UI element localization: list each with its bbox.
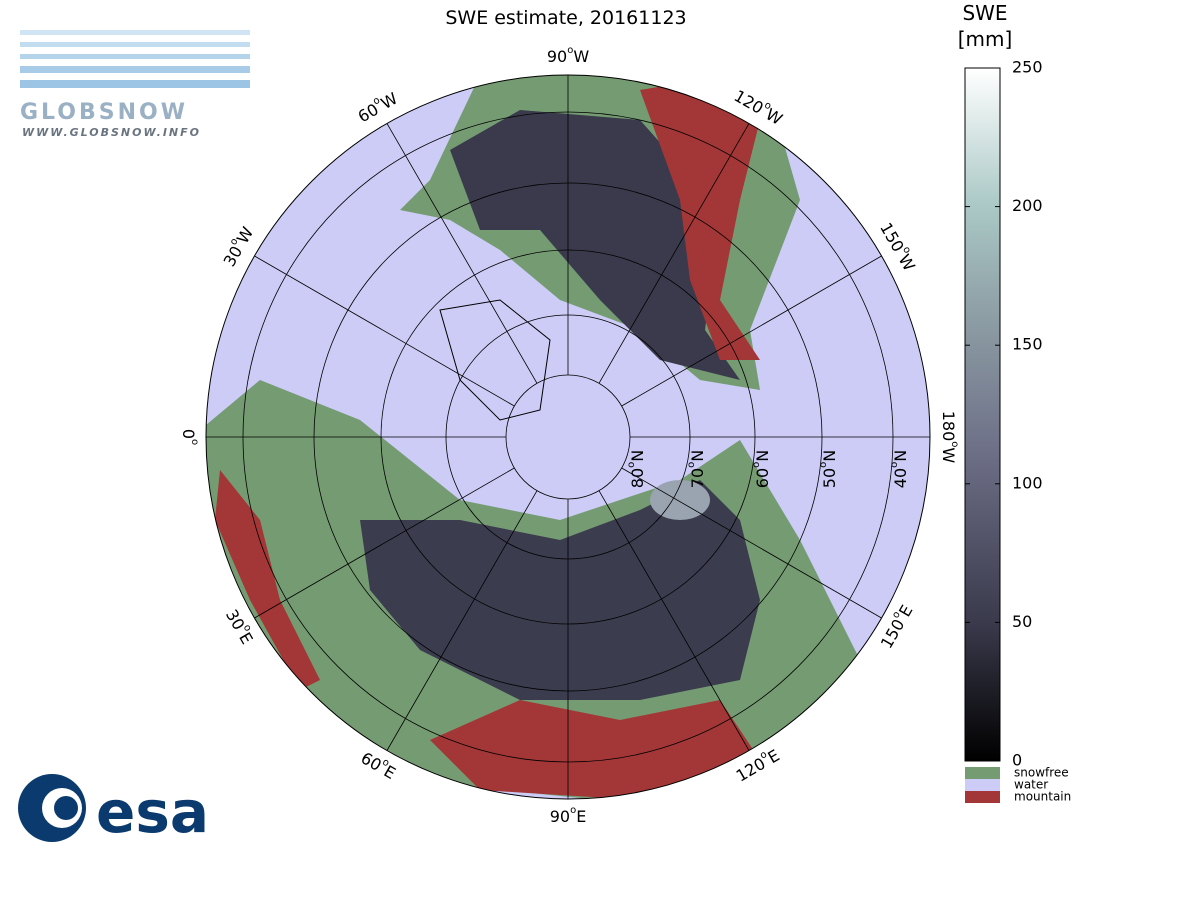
meridian-line — [598, 123, 750, 384]
colorbar — [964, 67, 1001, 762]
parallel-label-number: 50 — [820, 468, 839, 488]
colorbar-tick-label: 250 — [1012, 58, 1043, 77]
meridian-label-degree: o — [570, 805, 576, 816]
meridian-label-number: 90 — [550, 807, 570, 826]
colorbar-tick-label: 150 — [1012, 335, 1043, 354]
meridian-label: 90oW — [547, 45, 589, 66]
map-title: SWE estimate, 20161123 — [445, 7, 686, 29]
legend-label: water — [1014, 778, 1048, 792]
globsnow-text: GLOBSNOW — [20, 100, 188, 125]
parallel-label-number: 80 — [628, 468, 647, 488]
meridian-label-number: 180 — [940, 411, 959, 442]
map-disk — [206, 75, 930, 799]
colorbar-tick-label: 200 — [1012, 196, 1043, 215]
legend-label: snowfree — [1014, 766, 1069, 780]
parallel-label: 80oN — [626, 450, 647, 488]
globsnow-url: WWW.GLOBSNOW.INFO — [22, 126, 201, 139]
meridian-line — [621, 255, 882, 407]
meridian-label: 90oE — [550, 805, 587, 826]
parallel-label-hemisphere: N — [753, 450, 772, 462]
meridian-label: 180oW — [940, 411, 961, 464]
legend-swatch — [965, 791, 1000, 803]
meridian-line — [254, 255, 515, 407]
parallel-label-degree: o — [751, 462, 762, 468]
legend-swatch — [965, 767, 1000, 779]
meridian-label-hemisphere: E — [576, 807, 586, 826]
meridian-line — [386, 123, 538, 384]
legend-swatch — [965, 779, 1000, 791]
meridian-label-degree: o — [762, 100, 773, 113]
meridian-label-degree: o — [758, 749, 769, 762]
parallel-label-degree: o — [626, 462, 637, 468]
parallel-label-hemisphere: N — [628, 450, 647, 462]
meridian-label-hemisphere: W — [377, 88, 400, 112]
meridian-label-degree: o — [371, 95, 382, 108]
meridian-label-number: 150 — [876, 616, 908, 652]
meridian-label-number: 90 — [547, 47, 567, 66]
meridian-line — [254, 467, 515, 619]
parallel-label-number: 40 — [891, 468, 910, 488]
meridian-label-number: 60 — [358, 748, 385, 775]
meridian-label-hemisphere: E — [236, 629, 258, 647]
colorbar-tick-label: 50 — [1012, 612, 1032, 631]
parallel-label-number: 60 — [753, 468, 772, 488]
parallel-label-hemisphere: N — [891, 450, 910, 462]
meridian-label-number: 30 — [219, 242, 246, 269]
parallel-label: 50oN — [818, 450, 839, 488]
meridian-label-hemisphere: E — [764, 745, 782, 767]
parallel-label-degree: o — [686, 462, 697, 468]
meridian-line — [598, 490, 750, 751]
meridian-label-degree: o — [189, 439, 200, 445]
parallel-label-degree: o — [889, 462, 900, 468]
parallel-label: 70oN — [686, 450, 707, 488]
parallel-label-number: 70 — [688, 468, 707, 488]
meridian-label-hemisphere: W — [895, 251, 919, 274]
meridian-label-degree: o — [900, 245, 913, 256]
meridian-line — [386, 490, 538, 751]
meridian-label-number: 120 — [731, 86, 767, 118]
meridian-label-degree: o — [949, 441, 960, 447]
map-boundary — [205, 74, 931, 800]
meridian-label-degree: o — [890, 609, 903, 620]
meridian-label-hemisphere: W — [940, 447, 959, 463]
legend-label: mountain — [1014, 790, 1071, 804]
colorbar-title: [mm] — [958, 27, 1013, 51]
meridian-label-degree: o — [241, 623, 254, 634]
colorbar-tick-label: 0 — [1012, 751, 1022, 770]
meridian-label-degree: o — [380, 757, 391, 770]
meridian-label-number: 0 — [180, 429, 199, 439]
colorbar-tick-label: 100 — [1012, 473, 1043, 492]
parallel-label-hemisphere: N — [688, 450, 707, 462]
meridian-label-degree: o — [228, 236, 241, 247]
globsnow-logo: GLOBSNOW WWW.GLOBSNOW.INFO — [20, 30, 250, 139]
parallel-label: 60oN — [751, 450, 772, 488]
parallel-label: 40oN — [889, 450, 910, 488]
meridian-label-hemisphere: W — [573, 47, 589, 66]
colorbar-title: SWE — [962, 1, 1007, 25]
meridian-line — [621, 467, 882, 619]
esa-logo: esa — [18, 774, 209, 846]
meridian-label: 0o — [180, 429, 201, 445]
esa-text: esa — [96, 778, 209, 846]
parallel-label-hemisphere: N — [820, 450, 839, 462]
meridian-label-degree: o — [567, 45, 573, 56]
parallel-label-degree: o — [818, 462, 829, 468]
